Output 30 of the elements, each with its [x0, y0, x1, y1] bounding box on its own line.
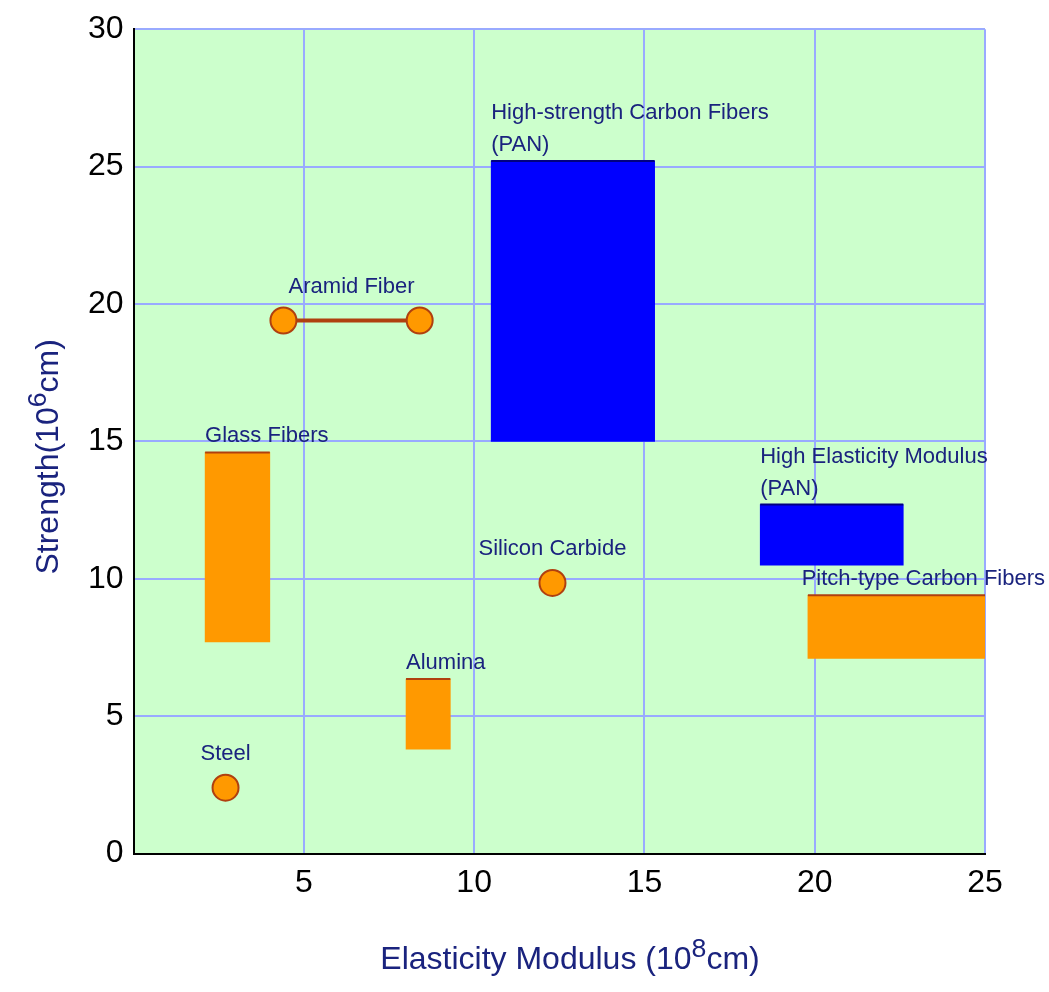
bar [490, 160, 655, 442]
series-label: Silicon Carbide [478, 534, 627, 560]
y-tick-label: 20 [88, 283, 124, 320]
x-axis-title: Elasticity Modulus (10$^{8}$cm) [379, 932, 761, 978]
series-label: Alumina [406, 649, 487, 675]
bar [405, 678, 451, 750]
x-tick-label: 15 [626, 862, 663, 899]
series-label: Steel [200, 739, 251, 765]
bar [807, 594, 985, 659]
series-label: High Elasticity Modulus (PAN) [760, 442, 988, 500]
series-label: Glass Fibers [205, 422, 329, 448]
y-tick-label: 5 [105, 696, 124, 733]
x-tick-label: 10 [456, 862, 492, 899]
point [405, 306, 434, 335]
series-label: Aramid Fiber [288, 272, 415, 298]
y-tick-label: 25 [88, 146, 124, 183]
y-tick-label: 10 [88, 558, 124, 595]
series-label: High-strength Carbon Fibers (PAN) [491, 99, 769, 157]
y-tick-label: 15 [88, 421, 124, 458]
series-label: Pitch-type Carbon Fibers [801, 565, 1046, 591]
x-tick-label: 25 [967, 862, 1003, 899]
y-tick-label: 30 [88, 9, 124, 46]
bar [204, 452, 271, 643]
point [269, 306, 298, 335]
x-tick-label: 5 [294, 862, 313, 899]
point [538, 568, 567, 597]
point [211, 773, 240, 802]
y-tick-label: 0 [105, 833, 124, 870]
bar [759, 504, 904, 566]
x-tick-label: 20 [796, 862, 833, 899]
